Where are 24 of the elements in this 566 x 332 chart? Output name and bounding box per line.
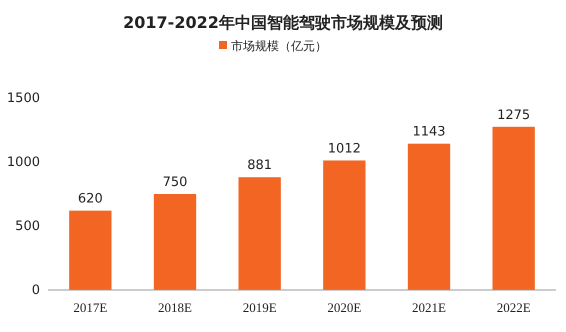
data-label: 1012 (328, 141, 361, 156)
bar (238, 177, 281, 290)
x-tick-label: 2017E (73, 300, 108, 315)
x-tick-label: 2019E (242, 300, 277, 315)
y-tick-label: 0 (32, 283, 40, 298)
data-label: 1143 (412, 124, 446, 140)
chart-title: 2017-2022年中国智能驾驶市场规模及预测 (123, 13, 443, 32)
y-tick-label: 1500 (6, 91, 40, 106)
legend-label: 市场规模（亿元） (231, 39, 327, 53)
data-label: 750 (162, 175, 188, 190)
bar (323, 160, 366, 290)
bar (408, 144, 450, 290)
x-tick-label: 2018E (158, 300, 192, 315)
data-label: 881 (247, 158, 272, 174)
data-label: 1275 (497, 108, 530, 123)
x-tick-label: 2022E (496, 300, 531, 315)
y-tick-label: 1000 (6, 155, 40, 170)
bar (69, 210, 112, 290)
x-tick-label: 2020E (327, 300, 362, 315)
y-tick-label: 500 (15, 219, 40, 234)
data-label: 620 (78, 192, 103, 207)
bar (154, 194, 196, 290)
bar (492, 126, 535, 290)
x-tick-label: 2021E (412, 300, 446, 315)
